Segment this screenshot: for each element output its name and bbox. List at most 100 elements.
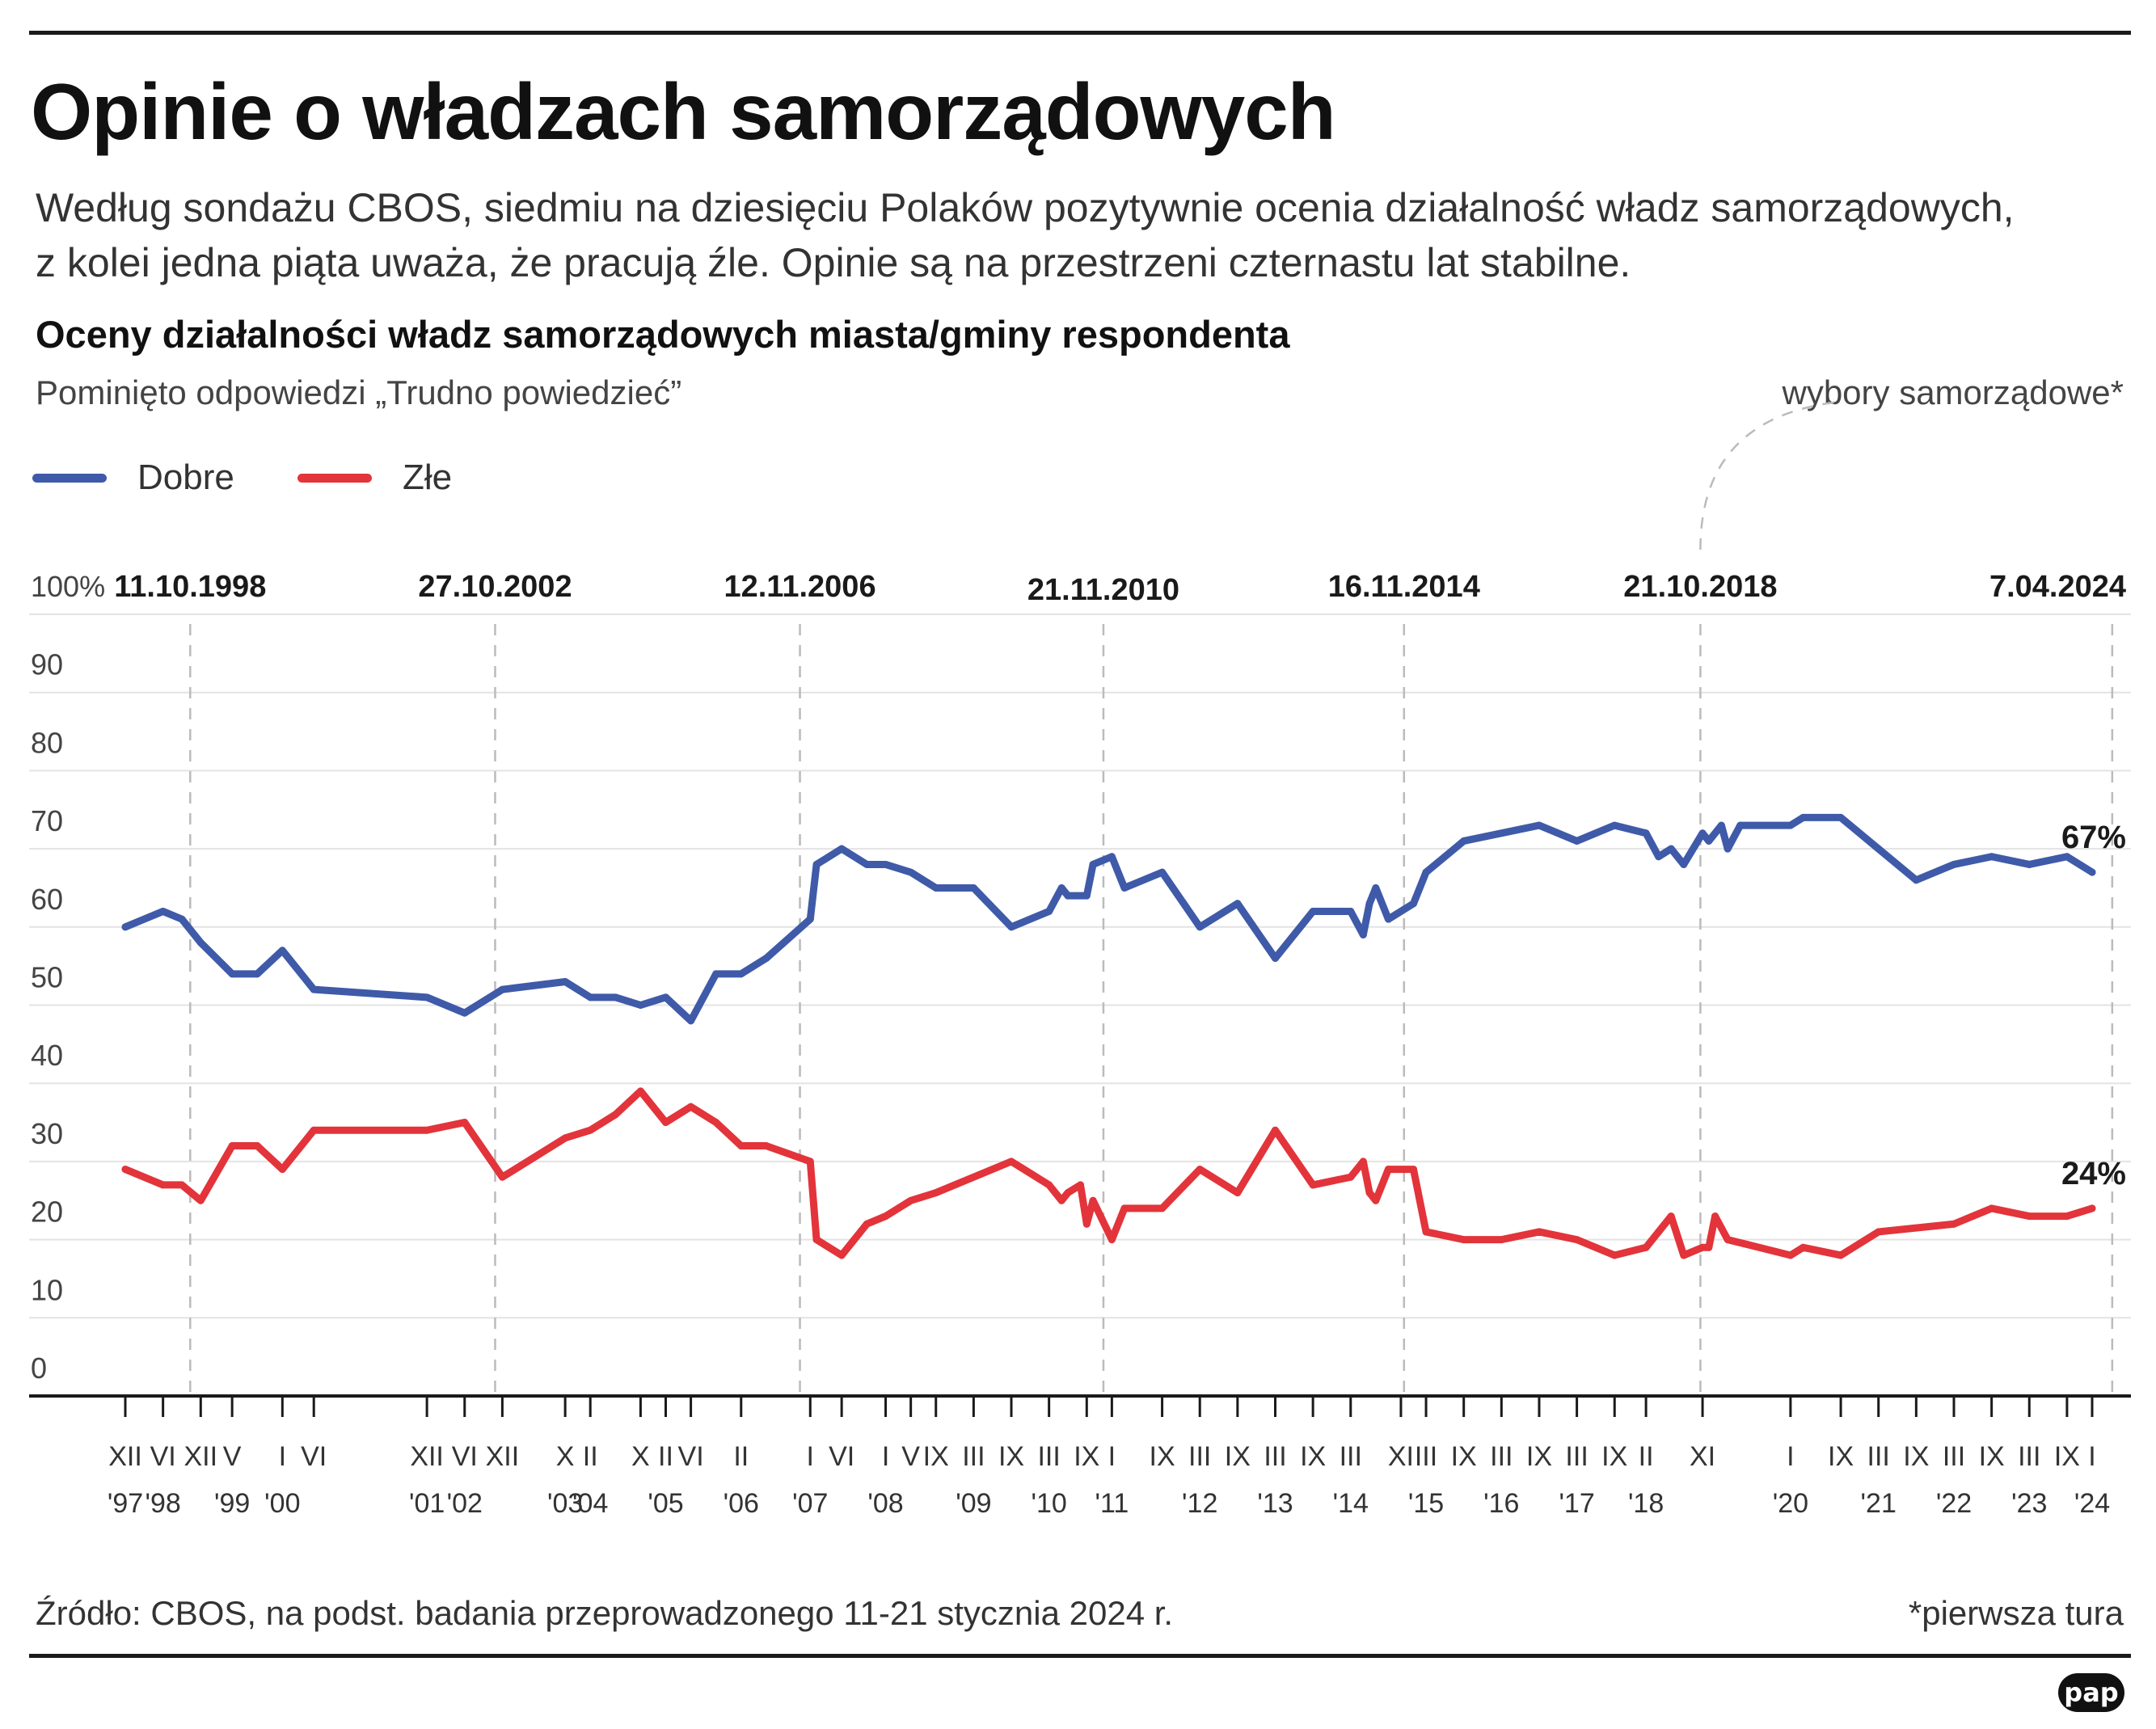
lead-line-2: z kolei jedna piąta uważa, że pracują źl… (36, 240, 1631, 285)
x-tick-month: II (583, 1441, 598, 1472)
y-tick-label: 80 (31, 726, 63, 759)
source-note: Źródło: CBOS, na podst. badania przeprow… (36, 1594, 1174, 1632)
data-point-dobre (611, 993, 619, 1002)
data-point-dobre (762, 954, 770, 962)
x-tick-year: '16 (1483, 1488, 1519, 1519)
data-point-dobre (1271, 954, 1279, 962)
data-point-dobre (1610, 821, 1618, 829)
data-point-dobre (1372, 883, 1380, 892)
data-point-dobre (932, 883, 940, 892)
x-tick-year: '17 (1559, 1488, 1594, 1519)
x-tick-month: VI (452, 1441, 478, 1472)
data-point-dobre (228, 970, 236, 978)
data-point-zle (1007, 1158, 1015, 1166)
data-point-zle (1045, 1181, 1053, 1189)
footnote: *pierwsza tura (1908, 1594, 2124, 1632)
legend-label-zle: Złe (403, 458, 453, 497)
data-point-dobre (1988, 853, 1996, 861)
data-point-zle (1077, 1181, 1085, 1189)
data-point-zle (1082, 1220, 1091, 1228)
data-point-zle (1271, 1126, 1279, 1134)
data-point-dobre (2025, 860, 2033, 868)
data-point-dobre (1736, 821, 1745, 829)
data-point-dobre (423, 993, 431, 1002)
x-tick-month: IX (923, 1441, 949, 1472)
data-point-dobre (1045, 907, 1053, 915)
x-tick-month: III (1037, 1441, 1060, 1472)
data-point-zle (882, 1212, 890, 1221)
data-point-zle (561, 1134, 569, 1142)
data-point-dobre (2088, 868, 2096, 876)
data-point-zle (1347, 1173, 1355, 1181)
data-point-zle (611, 1111, 619, 1119)
x-tick-month: X (631, 1441, 650, 1472)
legend-swatch-dobre (32, 473, 107, 483)
top-rule (29, 31, 2131, 35)
x-tick-month: I (1108, 1441, 1116, 1472)
x-tick-month: IX (1225, 1441, 1251, 1472)
data-point-zle (461, 1119, 469, 1127)
x-tick-month: IX (1601, 1441, 1627, 1472)
data-point-zle (278, 1166, 286, 1174)
end-label-dobre: 67% (2061, 820, 2126, 855)
y-tick-label: 60 (31, 883, 63, 916)
election-note: wybory samorządowe* (1782, 373, 2124, 411)
data-point-zle (1372, 1196, 1380, 1204)
data-point-dobre (661, 993, 669, 1002)
data-point-zle (1365, 1189, 1373, 1197)
data-point-dobre (1460, 837, 1468, 845)
data-point-zle (1642, 1243, 1650, 1251)
data-point-dobre (1365, 900, 1373, 908)
data-point-dobre (1359, 930, 1367, 938)
x-tick-month: XII (184, 1441, 217, 1472)
data-point-zle (1950, 1220, 1958, 1228)
data-point-zle (121, 1166, 129, 1174)
data-point-zle (737, 1142, 745, 1150)
x-tick-month: IX (1074, 1441, 1099, 1472)
x-tick-month: XII (486, 1441, 520, 1472)
election-date-label: 11.10.1998 (114, 570, 266, 604)
election-date-label: 27.10.2002 (418, 570, 572, 604)
data-point-zle (228, 1142, 236, 1150)
x-tick-month: VI (678, 1441, 704, 1472)
x-tick-year: '08 (867, 1488, 903, 1519)
y-tick-label: 30 (31, 1117, 63, 1150)
data-point-dobre (1875, 845, 1883, 853)
election-date-label: 16.11.2014 (1328, 570, 1480, 604)
data-point-zle (1680, 1251, 1688, 1259)
x-tick-month: V (901, 1441, 920, 1472)
data-point-dobre (498, 985, 506, 993)
x-tick-month: IX (1526, 1441, 1552, 1472)
data-point-zle (636, 1087, 644, 1095)
y-tick-label: 50 (31, 961, 63, 994)
election-date-label: 21.10.2018 (1623, 570, 1777, 604)
data-point-zle (1064, 1189, 1072, 1197)
x-tick-month: III (1415, 1441, 1437, 1472)
x-tick-month: I (279, 1441, 286, 1472)
x-tick-year: '12 (1182, 1488, 1217, 1519)
x-tick-year: '06 (724, 1488, 759, 1519)
data-point-dobre (1120, 883, 1129, 892)
data-point-zle (1787, 1251, 1795, 1259)
data-point-dobre (196, 938, 205, 947)
x-tick-month: I (1787, 1441, 1794, 1472)
x-tick-month: I (2088, 1441, 2095, 1472)
x-tick-year: '21 (1861, 1488, 1897, 1519)
data-point-dobre (1724, 845, 1732, 853)
x-tick-month: XII (410, 1441, 444, 1472)
data-point-zle (1711, 1212, 1719, 1221)
data-point-zle (1057, 1196, 1065, 1204)
x-tick-month: IX (1903, 1441, 1929, 1472)
x-tick-year: '18 (1628, 1488, 1664, 1519)
x-tick-month: III (1565, 1441, 1588, 1472)
data-point-dobre (2063, 853, 2071, 861)
data-point-zle (196, 1196, 205, 1204)
chart-subtitle: Pominięto odpowiedzi „Trudno powiedzieć” (36, 373, 682, 411)
data-point-zle (1535, 1228, 1543, 1236)
x-tick-month: III (1943, 1441, 1965, 1472)
x-tick-month: V (223, 1441, 242, 1472)
x-tick-month: VI (150, 1441, 176, 1472)
data-point-dobre (1422, 868, 1430, 876)
data-point-zle (1234, 1189, 1242, 1197)
x-tick-year: '01 (409, 1488, 445, 1519)
